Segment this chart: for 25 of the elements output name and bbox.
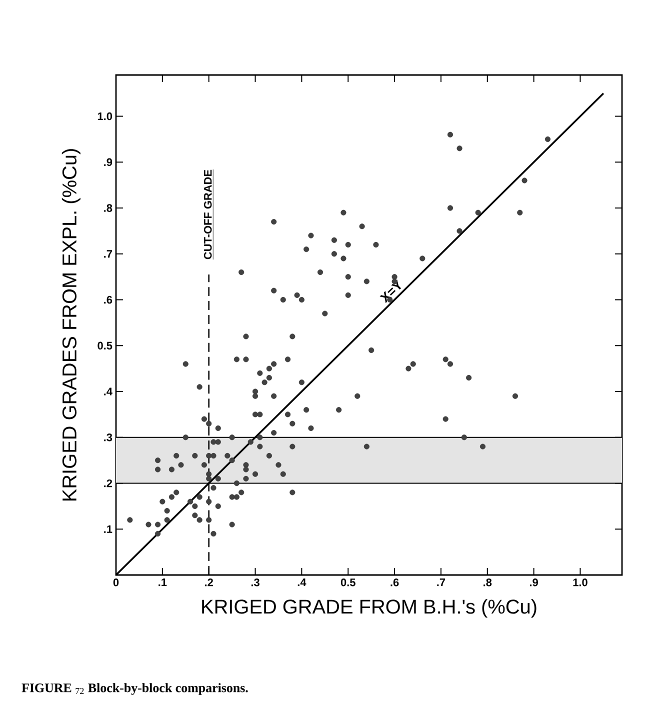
x-tick-label: 0.5 — [340, 578, 356, 586]
y-tick-label: .9 — [104, 158, 112, 166]
x-tick-label: .2 — [205, 578, 213, 586]
y-tick-label: 1.0 — [98, 112, 112, 120]
y-tick-label: .7 — [104, 250, 112, 258]
y-tick-label: .8 — [104, 204, 112, 212]
x-tick-label: .3 — [251, 578, 260, 586]
ref-line-label: CUT-OFF GRADE — [204, 170, 212, 260]
x-tick-label: .4 — [298, 578, 306, 586]
y-tick-label: .3 — [104, 434, 112, 442]
y-tick-label: .2 — [104, 479, 112, 488]
x-tick-label: .1 — [158, 578, 167, 586]
x-tick-label: 1.0 — [573, 578, 588, 586]
x-tick-label: 0 — [113, 578, 119, 586]
y-tick-label: .6 — [104, 296, 112, 304]
x-tick-label: .8 — [484, 578, 492, 586]
y-axis-title: KRIGED GRADES FROM EXPL. (%Cu) — [62, 149, 80, 500]
x-tick-label: .6 — [390, 578, 399, 586]
y-tick-label: 0.5 — [98, 342, 112, 350]
x-tick-label: .7 — [437, 578, 446, 586]
y-tick-label: .4 — [104, 388, 112, 396]
x-axis-title: KRIGED GRADE FROM B.H.'s (%Cu) — [202, 599, 536, 618]
text: FIGURE $_{72}$ Block-by-block comparisons. — [22, 683, 248, 695]
y-tick-label: .1 — [104, 525, 112, 533]
x-tick-label: .9 — [530, 578, 538, 586]
